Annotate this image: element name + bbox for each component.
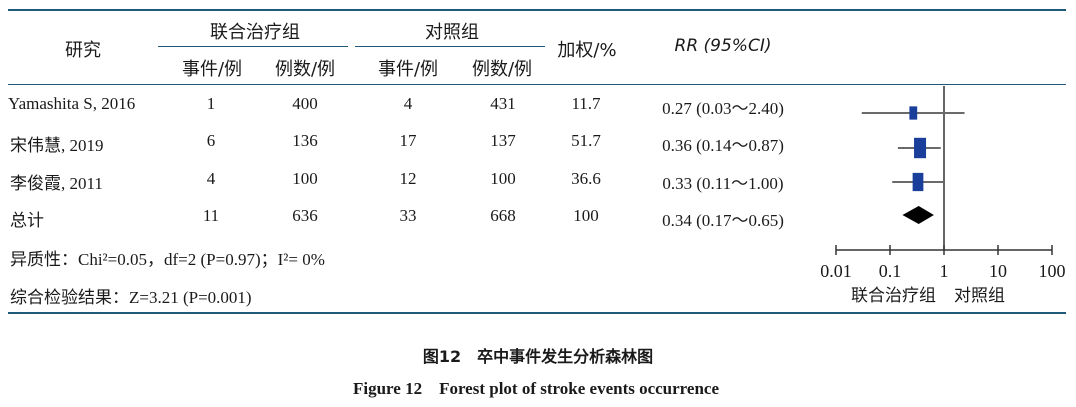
row-total-c-events: 33 — [399, 206, 417, 225]
treatment-group-underline — [158, 46, 348, 47]
header-weight: 加权/% — [557, 40, 617, 61]
row-3-c-events: 12 — [399, 169, 417, 188]
row-2-t-events: 6 — [206, 131, 216, 150]
row-3-weight: 36.6 — [571, 169, 601, 188]
effect-marker — [914, 137, 927, 159]
row-2-t-total: 136 — [292, 131, 318, 150]
bottom-rule — [8, 312, 1066, 314]
header-study: 研究 — [65, 40, 101, 61]
row-2-weight: 51.7 — [571, 131, 601, 150]
header-control-group: 对照组 — [425, 22, 479, 43]
x-tick-label: 0.1 — [879, 261, 902, 281]
row-2-study: 宋伟慧, 2019 — [10, 136, 104, 155]
caption-en: Figure 12 Forest plot of stroke events o… — [352, 379, 720, 398]
row-1-rr-ci: 0.27 (0.03～2.40) — [662, 99, 784, 118]
x-tick-label: 1 — [940, 261, 949, 281]
row-total-weight: 100 — [573, 206, 599, 225]
row-1-t-total: 400 — [292, 94, 318, 113]
header-treatment-group: 联合治疗组 — [210, 22, 300, 43]
header-bottom-rule — [8, 84, 1066, 85]
row-3-t-total: 100 — [292, 169, 318, 188]
x-tick-label: 10 — [989, 261, 1007, 281]
effect-marker — [909, 106, 918, 120]
row-2-c-events: 17 — [399, 131, 417, 150]
header-treatment-total: 例数/例 — [274, 59, 336, 80]
header-rr: RR (95%CI) — [674, 36, 772, 56]
row-1-c-total: 431 — [490, 94, 516, 113]
row-3-t-events: 4 — [206, 169, 216, 188]
heterogeneity-stat: 异质性：Chi²=0.05，df=2 (P=0.97)；I²= 0% — [10, 250, 325, 269]
caption-zh: 图12 卒中事件发生分析森林图 — [422, 347, 654, 366]
row-3-rr-ci: 0.33 (0.11～1.00) — [662, 174, 784, 193]
effect-marker — [912, 172, 924, 192]
header-control-total: 例数/例 — [471, 59, 533, 80]
row-total-rr-ci: 0.34 (0.17～0.65) — [662, 211, 784, 230]
row-2-c-total: 137 — [490, 131, 516, 150]
row-total-t-total: 636 — [292, 206, 318, 225]
row-3-study: 李俊霞, 2011 — [10, 174, 103, 193]
row-1-study: Yamashita S, 2016 — [8, 94, 136, 113]
header-control-events: 事件/例 — [377, 59, 439, 80]
row-1-weight: 11.7 — [571, 94, 601, 113]
row-total-c-total: 668 — [490, 206, 516, 225]
overall-effect-test: 综合检验结果：Z=3.21 (P=0.001) — [10, 288, 252, 307]
pooled-diamond — [902, 206, 934, 224]
row-3-c-total: 100 — [490, 169, 516, 188]
control-group-underline — [355, 46, 545, 47]
x-tick-label: 100 — [1039, 261, 1066, 281]
row-1-t-events: 1 — [206, 94, 216, 113]
row-2-rr-ci: 0.36 (0.14～0.87) — [662, 136, 784, 155]
row-total-study: 总计 — [10, 211, 44, 230]
row-total-t-events: 11 — [202, 206, 220, 225]
header-treatment-events: 事件/例 — [181, 59, 243, 80]
row-1-c-events: 4 — [403, 94, 413, 113]
favours-control-label: 对照组 — [954, 286, 1005, 306]
favours-treatment-label: 联合治疗组 — [851, 286, 936, 306]
top-rule — [8, 9, 1066, 11]
x-tick-label: 0.01 — [820, 261, 852, 281]
